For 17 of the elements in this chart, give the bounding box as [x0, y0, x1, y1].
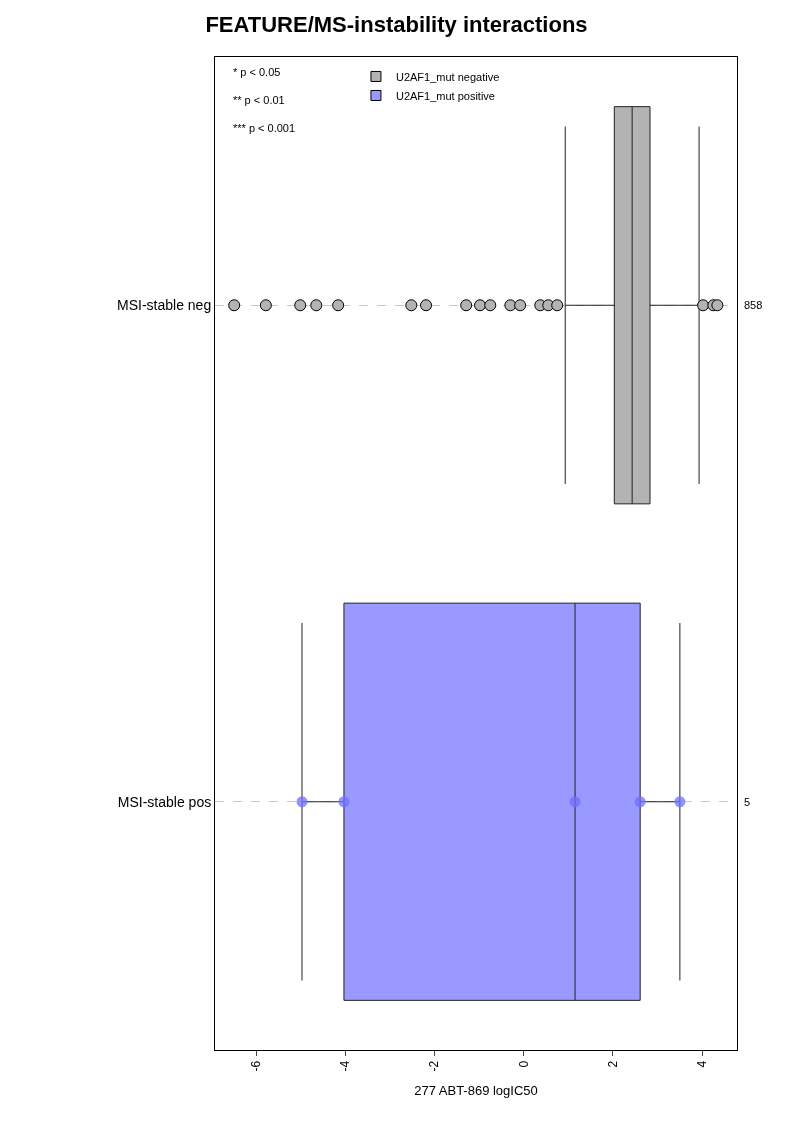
- annotation: *** p < 0.001: [233, 122, 296, 134]
- chart-title: FEATURE/MS-instability interactions: [205, 12, 588, 38]
- y-tick-label: MSI-stable pos: [117, 793, 212, 810]
- legend-label: U2AF1_mut positive: [395, 89, 495, 102]
- x-tick-label: 4: [695, 1060, 710, 1068]
- x-tick-label: -4: [338, 1060, 353, 1072]
- x-tick-label: -6: [248, 1060, 263, 1072]
- annotation: ** p < 0.01: [233, 94, 285, 106]
- text: 858: [744, 299, 763, 311]
- x-tick-label: 0: [516, 1060, 531, 1068]
- text: 5: [744, 796, 751, 808]
- x-tick-label: -2: [427, 1060, 442, 1072]
- y-tick-label: MSI-stable neg: [117, 297, 212, 314]
- x-tick-label: 2: [605, 1060, 620, 1068]
- annotation: * p < 0.05: [233, 66, 281, 78]
- legend-label: U2AF1_mut negative: [395, 70, 500, 83]
- x-axis-title: 277 ABT-869 logIC50: [414, 1083, 538, 1099]
